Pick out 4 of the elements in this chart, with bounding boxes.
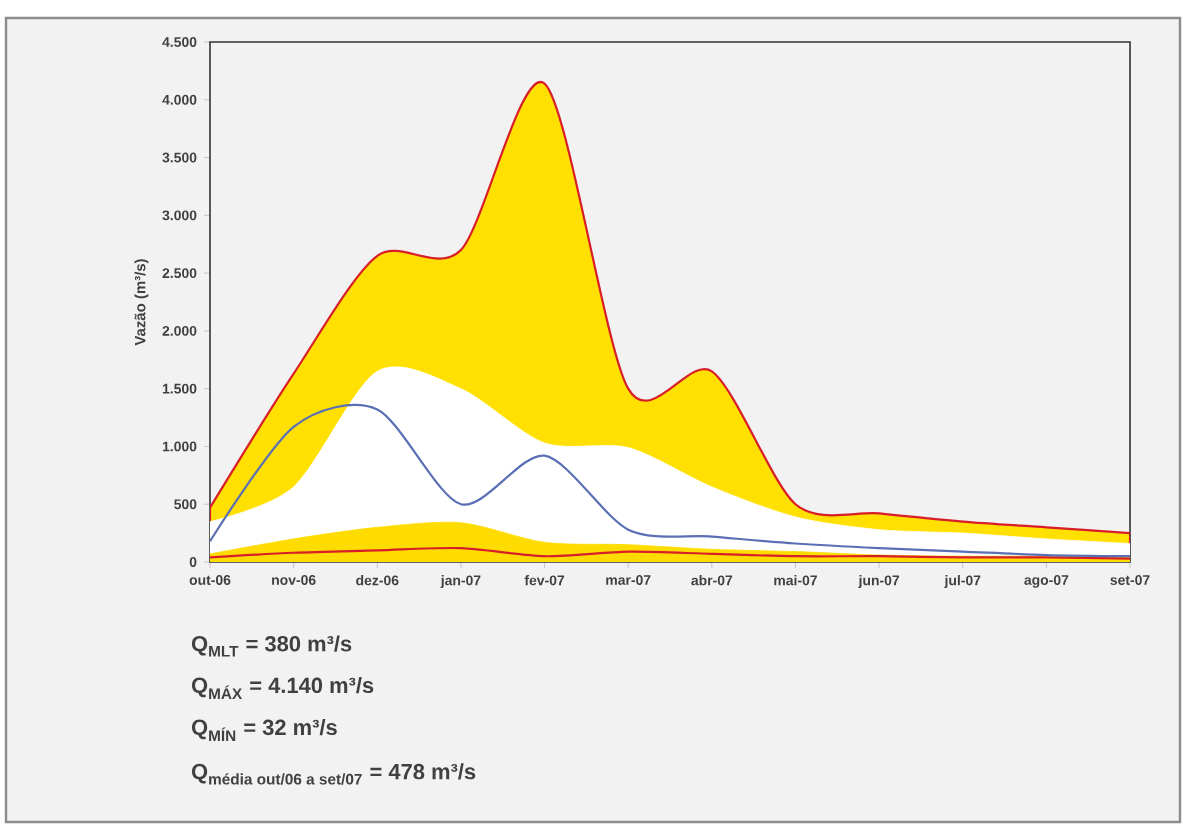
text: $\text{\bfseries Q}_{\text{\bfseries MÍN}}\text{\bfseries\ = 32 m³/s}$ (191, 719, 337, 741)
text: $\text{\bfseries Q}_{\text{\bfseries média out/06 a set/07}}\text{\bfseries\ = 478 m³/s}$ (191, 763, 476, 785)
text: $\text{\bfseries Q}_{\text{\bfseries MLT}}\text{\bfseries\ = 380 m³/s}$ (191, 635, 352, 657)
text: $\text{\bfseries Q}_{\text{\bfseries MÁX}}\text{\bfseries\ = 4.140 m³/s}$ (191, 677, 374, 699)
